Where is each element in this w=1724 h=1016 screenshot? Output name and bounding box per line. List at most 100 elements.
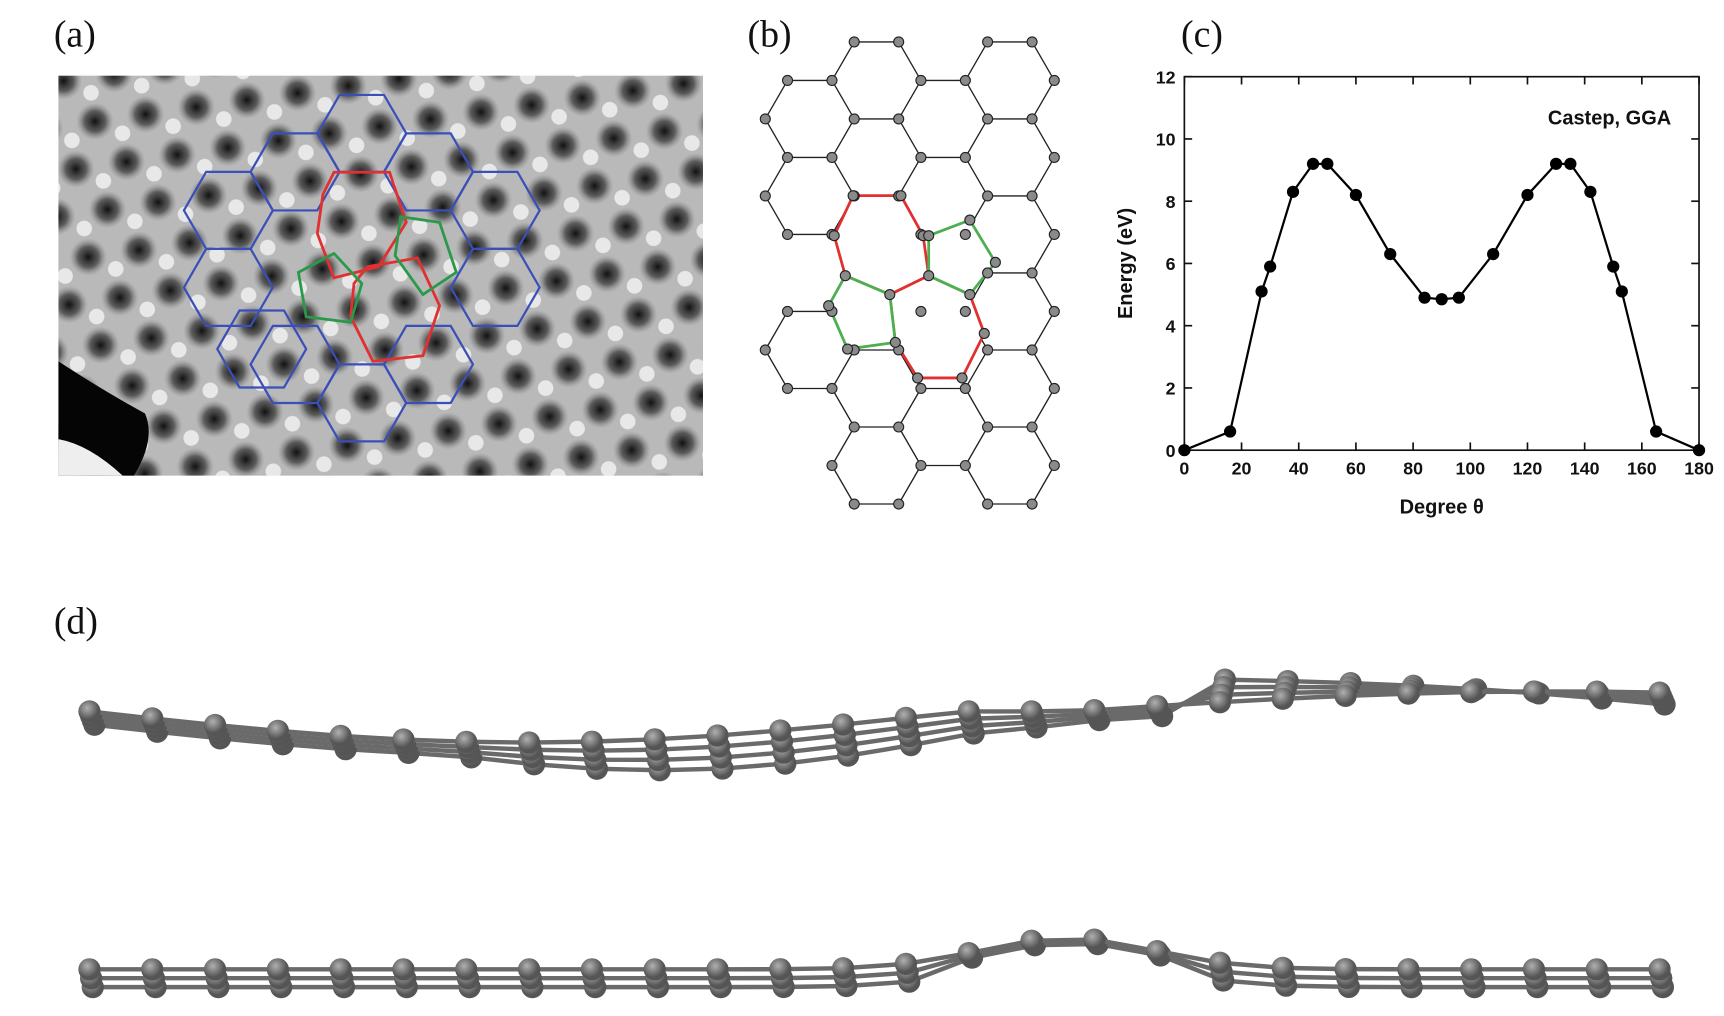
data-line — [1183, 162, 1700, 452]
bond — [1031, 41, 1055, 81]
atom — [1020, 700, 1043, 723]
atom — [959, 151, 971, 164]
atom — [848, 498, 860, 510]
atom — [1083, 928, 1106, 951]
atom — [831, 957, 855, 980]
atom — [517, 731, 541, 754]
atom — [781, 382, 794, 395]
atom — [1460, 958, 1483, 981]
data-point — [1349, 188, 1363, 202]
x-axis-label: Degree θ — [1400, 497, 1484, 519]
atom — [1026, 113, 1038, 125]
atom — [894, 952, 918, 976]
atom — [847, 190, 859, 202]
bond — [1031, 426, 1055, 466]
data-point — [1615, 285, 1628, 298]
atom — [893, 36, 905, 48]
bond — [764, 311, 789, 351]
atom — [769, 719, 792, 742]
atom — [1585, 680, 1608, 703]
data-point — [1650, 425, 1663, 438]
atom — [706, 724, 729, 747]
x-tick-label: 40 — [1289, 459, 1309, 479]
panel-label: (a) — [54, 14, 96, 56]
defect-ring — [827, 273, 897, 351]
atom — [759, 344, 771, 356]
bond — [898, 388, 922, 428]
x-tick-label: 180 — [1684, 459, 1714, 479]
atom — [1026, 344, 1038, 356]
bond — [964, 426, 989, 466]
atom — [848, 113, 860, 125]
atom — [889, 336, 901, 348]
bond — [898, 465, 922, 505]
atom — [203, 958, 227, 981]
bond — [1031, 80, 1055, 120]
x-tick-label: 140 — [1570, 459, 1600, 479]
bond — [898, 41, 922, 81]
atom — [1048, 305, 1060, 318]
atom — [959, 459, 971, 472]
atom — [1522, 958, 1546, 981]
defect-ring — [927, 218, 998, 297]
bond — [764, 157, 789, 197]
bond — [964, 41, 989, 81]
bond-chain — [89, 937, 1660, 972]
bond — [964, 388, 989, 428]
atom — [915, 382, 927, 395]
atom — [1048, 151, 1060, 164]
y-tick-label: 8 — [1166, 192, 1176, 212]
stm-image — [58, 75, 704, 476]
atom — [959, 305, 971, 318]
atom — [828, 230, 840, 242]
panel-label: (b) — [748, 14, 792, 56]
bond-chain — [89, 689, 1660, 745]
atom — [826, 74, 838, 86]
atom — [455, 958, 478, 981]
atom — [759, 113, 771, 125]
atom — [1026, 190, 1038, 202]
atom — [1208, 691, 1232, 714]
atom — [982, 267, 994, 279]
atom — [959, 382, 971, 395]
atom — [893, 113, 905, 125]
atom — [826, 151, 838, 164]
atom — [781, 305, 794, 318]
hexagon-outline — [449, 247, 541, 328]
atom — [1026, 267, 1038, 279]
atom — [141, 958, 164, 981]
data-point — [1286, 185, 1300, 198]
bond — [831, 388, 855, 428]
atom — [989, 256, 1001, 268]
atom — [580, 730, 603, 753]
atom — [1648, 681, 1671, 704]
atom — [1271, 687, 1294, 710]
bond — [1031, 465, 1055, 505]
y-tick-label: 0 — [1166, 441, 1176, 461]
data-point — [1255, 285, 1268, 298]
data-point — [1264, 260, 1277, 273]
bond-chain — [91, 939, 1662, 981]
data-point — [1321, 157, 1334, 170]
atom — [203, 713, 227, 737]
data-point — [1487, 247, 1500, 261]
x-tick-label: 120 — [1513, 459, 1543, 479]
bond — [898, 157, 922, 197]
atom — [1026, 36, 1038, 48]
atom — [831, 713, 855, 736]
atom — [1334, 958, 1357, 981]
atom — [1083, 699, 1106, 722]
annotation: Castep, GGA — [1548, 107, 1671, 129]
stm-overlay — [182, 93, 541, 443]
atom — [982, 113, 994, 125]
atom — [915, 305, 927, 318]
bond — [964, 80, 989, 120]
atom — [455, 730, 478, 753]
atom — [848, 421, 860, 433]
x-tick-label: 160 — [1627, 459, 1657, 479]
atom — [1522, 680, 1546, 703]
atom — [841, 343, 854, 355]
atom — [392, 958, 415, 981]
atom — [1020, 929, 1043, 952]
